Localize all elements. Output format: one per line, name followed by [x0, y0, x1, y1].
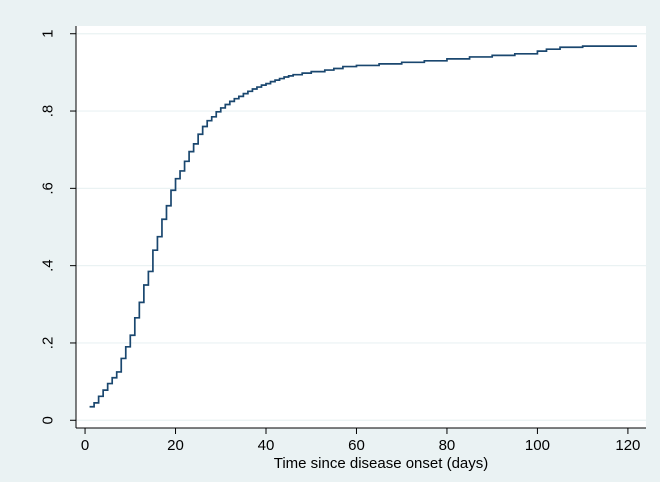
x-tick-label-1: 20 — [167, 437, 184, 454]
x-tick-label-5: 100 — [525, 437, 550, 454]
x-tick-label-3: 60 — [348, 437, 365, 454]
y-tick-label-3: .6 — [40, 182, 57, 195]
y-tick-label-0: 0 — [40, 416, 57, 424]
x-axis-label: Time since disease onset (days) — [274, 455, 489, 472]
series-line-0 — [89, 45, 637, 408]
series-layer — [89, 45, 637, 408]
y-tick-label-2: .4 — [40, 259, 57, 272]
x-tick-label-2: 40 — [258, 437, 275, 454]
x-tick-label-6: 120 — [615, 437, 640, 454]
y-tick-label-5: 1 — [40, 30, 57, 38]
y-tick-label-4: .8 — [40, 105, 57, 118]
x-tick-label-4: 80 — [439, 437, 456, 454]
x-tick-label-0: 0 — [81, 437, 89, 454]
grid-lines — [76, 33, 646, 421]
y-tick-label-1: .2 — [40, 337, 57, 350]
axes: 0 .2 .4 .6 .8 1 0 20 40 60 80 100 120 — [40, 26, 646, 454]
plot-area — [76, 26, 646, 428]
